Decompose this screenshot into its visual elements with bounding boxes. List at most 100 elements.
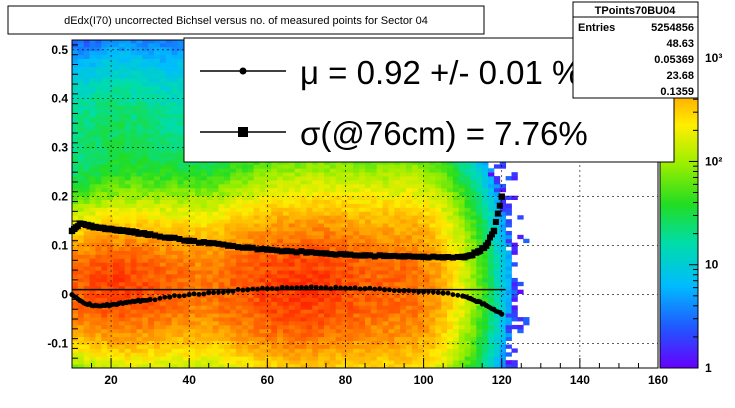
heatmap-cell — [318, 215, 325, 220]
heatmap-cell — [183, 297, 190, 302]
heatmap-cell — [253, 270, 260, 275]
heatmap-cell — [124, 66, 131, 71]
heatmap-cell — [400, 344, 407, 349]
heatmap-cell — [218, 277, 225, 283]
heatmap-cell — [77, 364, 85, 368]
heatmap-cell — [406, 356, 413, 361]
heatmap-cell — [189, 215, 196, 220]
heatmap-cell — [306, 266, 313, 271]
heatmap-cell — [101, 54, 108, 60]
heatmap-cell — [288, 164, 296, 169]
heatmap-cell — [406, 211, 413, 216]
heatmap-cell — [230, 215, 237, 220]
heatmap-cell — [154, 262, 161, 267]
heatmap-cell — [265, 234, 272, 240]
heatmap-cell — [224, 281, 231, 287]
heatmap-cell — [142, 136, 149, 142]
heatmap-cell — [335, 305, 342, 310]
heatmap-cell — [335, 168, 342, 173]
heatmap-cell — [259, 211, 266, 216]
heatmap-cell — [359, 340, 366, 345]
heatmap-cell — [83, 281, 90, 287]
heatmap-cell — [118, 250, 126, 255]
heatmap-cell — [318, 258, 325, 263]
heatmap-cell — [306, 305, 313, 310]
heatmap-cell — [312, 187, 319, 193]
heatmap-cell — [212, 250, 219, 255]
heatmap-cell — [388, 336, 395, 341]
heatmap-cell — [95, 40, 102, 44]
heatmap-cell — [83, 254, 90, 259]
heatmap-cell — [294, 348, 301, 353]
heatmap-cell — [165, 336, 173, 341]
heatmap-cell — [247, 332, 255, 338]
heatmap-cell — [183, 344, 190, 349]
heatmap-cell — [154, 191, 161, 197]
heatmap-cell — [359, 223, 366, 228]
heatmap-cell — [136, 246, 143, 251]
heatmap-cell — [282, 258, 290, 263]
heatmap-cell — [288, 262, 296, 267]
heatmap-cell — [236, 364, 243, 368]
heatmap-cell — [195, 305, 202, 310]
heatmap-cell — [159, 105, 167, 110]
heatmap-cell — [382, 246, 389, 251]
heatmap-cell — [265, 317, 272, 322]
heatmap-cell — [300, 234, 307, 240]
heatmap-cell — [306, 187, 313, 193]
heatmap-cell — [236, 317, 243, 322]
heatmap-cell — [370, 160, 378, 165]
heatmap-cell — [294, 207, 301, 212]
heatmap-cell — [136, 348, 143, 353]
heatmap-cell — [95, 101, 102, 106]
heatmap-cell — [72, 344, 79, 349]
heatmap-cell — [159, 183, 167, 189]
heatmap-cell — [288, 172, 296, 177]
heatmap-cell — [165, 58, 173, 63]
heatmap-cell — [136, 356, 143, 361]
heatmap-cell — [159, 309, 167, 314]
heatmap-cell — [329, 203, 337, 208]
heatmap-cell — [411, 227, 419, 232]
heatmap-cell — [347, 262, 354, 267]
heatmap-cell — [206, 195, 214, 200]
heatmap-cell — [329, 352, 337, 357]
heatmap-cell — [118, 270, 126, 275]
heatmap-cell — [341, 187, 348, 193]
heatmap-cell — [241, 172, 249, 177]
heatmap-cell — [329, 168, 337, 173]
heatmap-cell — [323, 293, 331, 298]
heatmap-cell — [171, 203, 178, 208]
heatmap-cell — [400, 293, 407, 298]
heatmap-cell — [370, 344, 378, 349]
heatmap-cell — [341, 262, 348, 267]
heatmap-cell — [159, 40, 167, 44]
heatmap-cell — [95, 191, 102, 197]
heatmap-cell — [113, 207, 120, 212]
heatmap-cell — [218, 230, 225, 236]
heatmap-cell — [77, 293, 85, 298]
heatmap-cell — [165, 152, 173, 157]
heatmap-cell — [341, 164, 348, 169]
heatmap-cell — [107, 207, 114, 212]
heatmap-cell — [77, 281, 85, 287]
heatmap-cell — [347, 344, 354, 349]
heatmap-cell — [177, 262, 184, 267]
heatmap-cell — [101, 246, 108, 251]
heatmap-cell — [189, 324, 196, 330]
heatmap-cell — [177, 133, 184, 138]
heatmap-cell — [148, 215, 155, 220]
heatmap-cell — [124, 82, 131, 87]
heatmap-cell — [154, 364, 161, 368]
heatmap-cell — [212, 332, 219, 338]
heatmap-cell — [400, 324, 407, 330]
heatmap-cell — [189, 227, 196, 232]
heatmap-cell — [265, 187, 272, 193]
heatmap-cell — [113, 293, 120, 298]
heatmap-cell — [159, 160, 167, 165]
heatmap-cell — [77, 328, 85, 334]
heatmap-cell — [265, 324, 272, 330]
heatmap-cell — [306, 336, 313, 341]
heatmap-cell — [365, 176, 372, 181]
heatmap-cell — [318, 160, 325, 165]
